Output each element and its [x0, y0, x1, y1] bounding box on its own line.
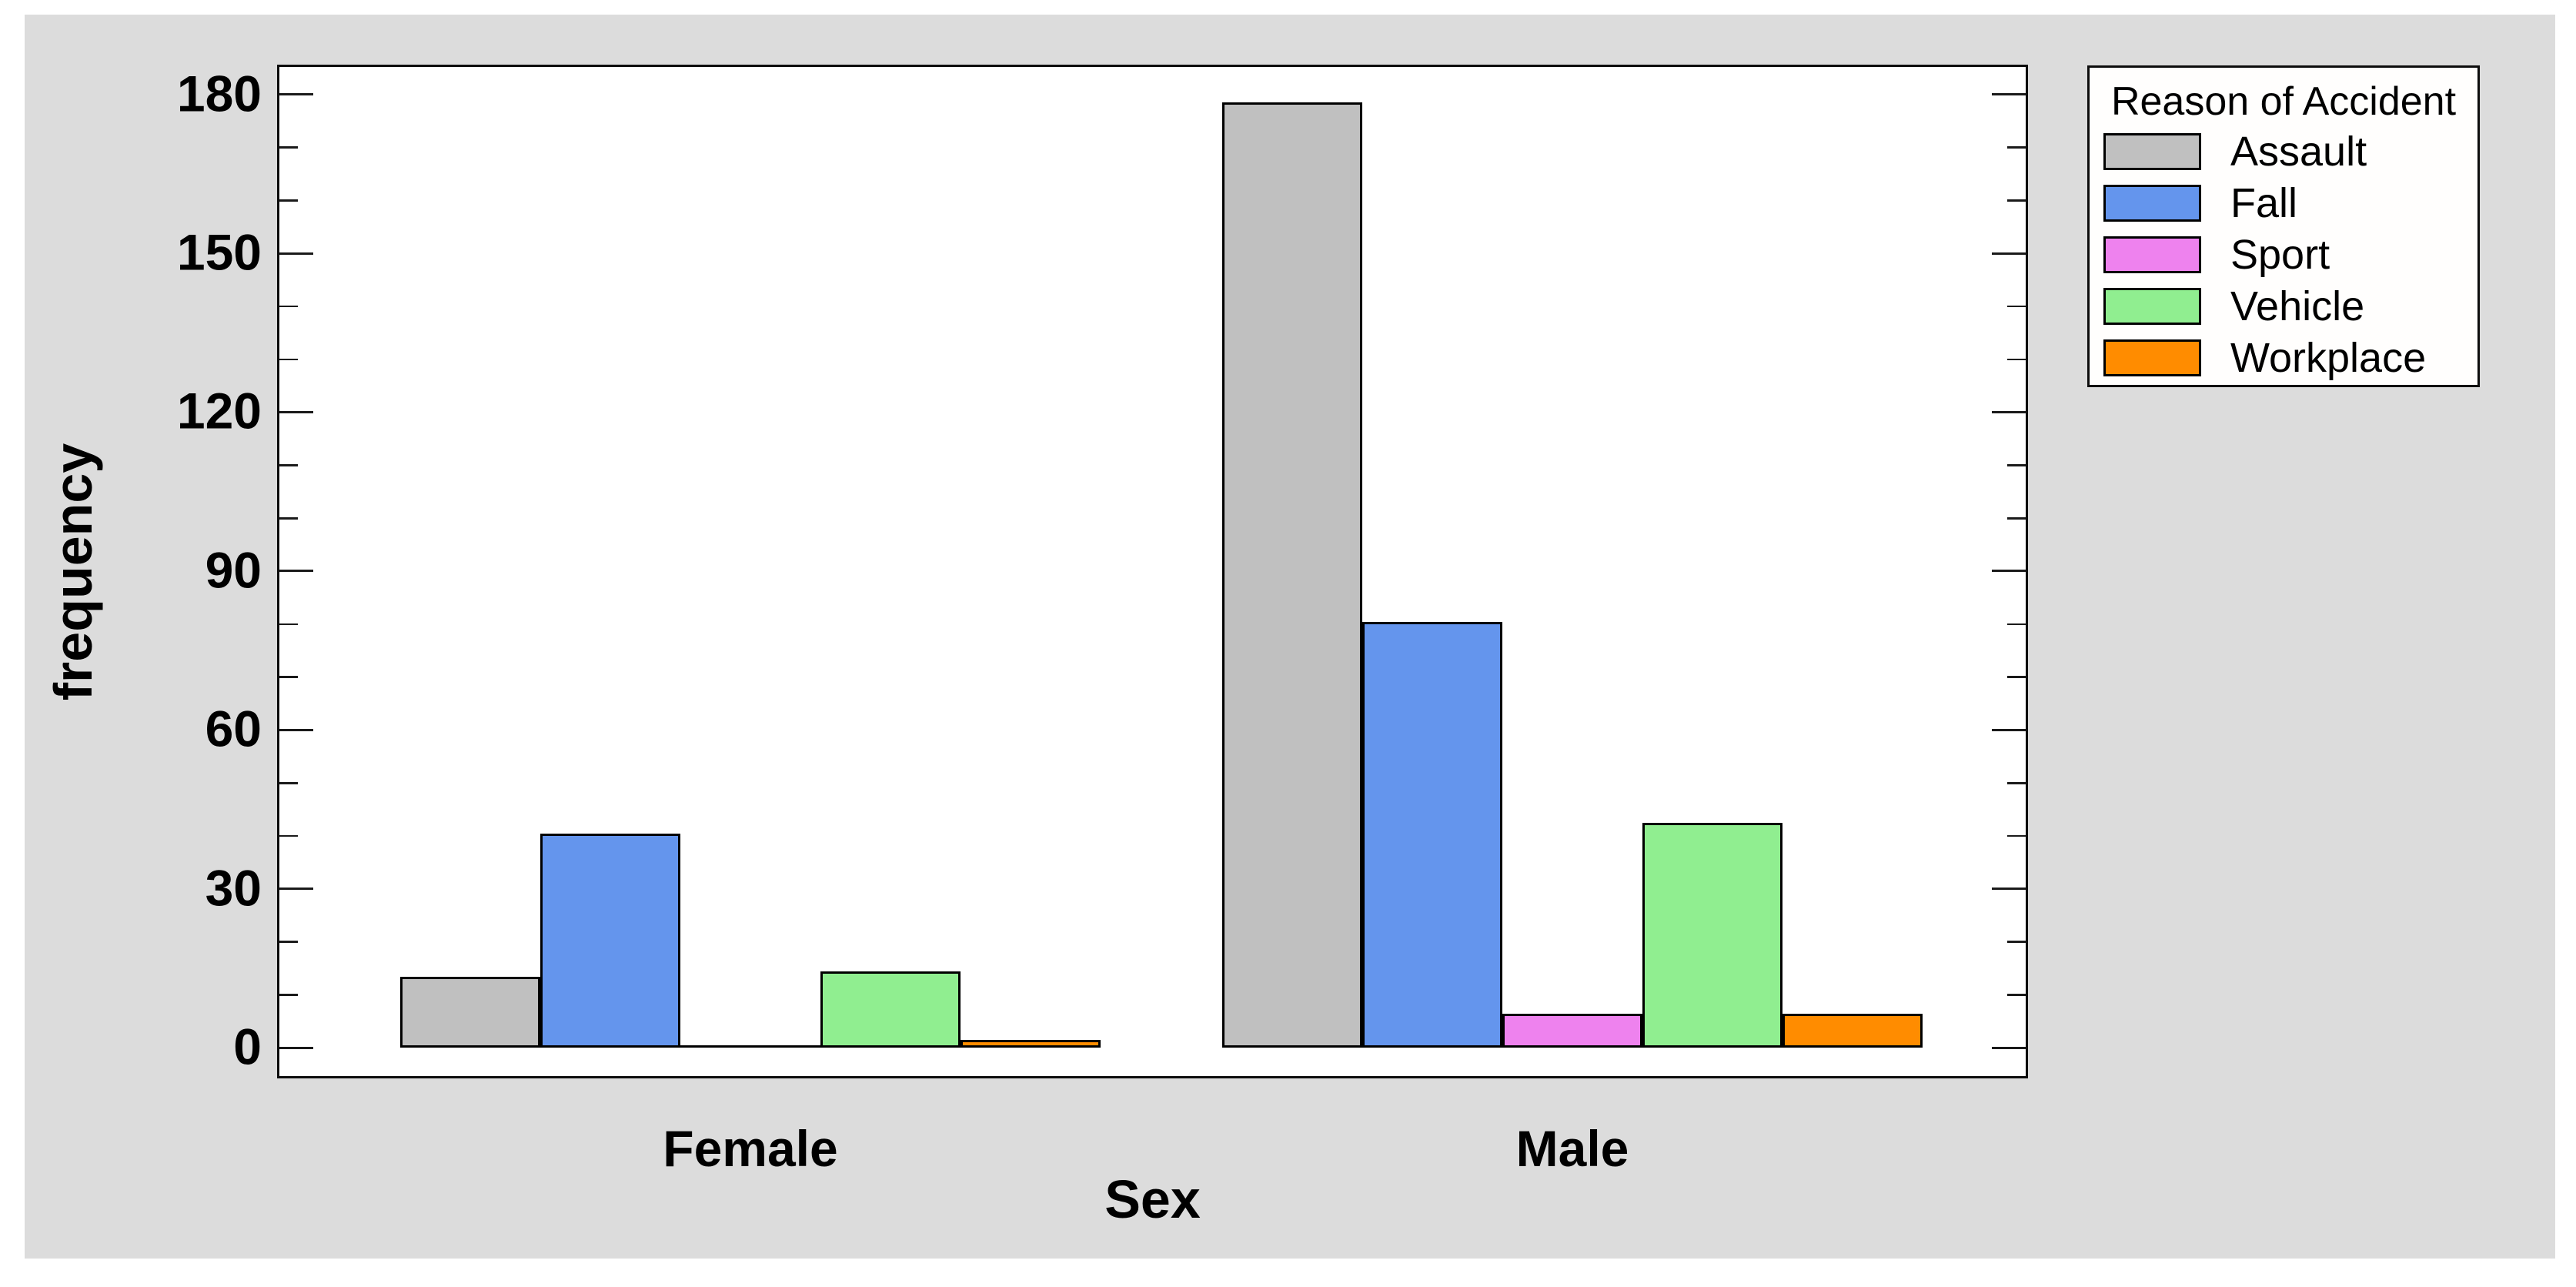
- y-tick-label: 150: [176, 223, 262, 281]
- y-major-tick-left: [279, 252, 313, 255]
- legend-swatch-vehicle-icon: [2103, 288, 2201, 325]
- y-major-tick-left: [279, 410, 313, 413]
- y-minor-tick-right: [2007, 623, 2026, 626]
- y-minor-tick-right: [2007, 146, 2026, 149]
- y-major-tick-left: [279, 93, 313, 96]
- legend-row-fall: Fall: [2090, 180, 2477, 226]
- y-tick-label: 90: [205, 541, 262, 599]
- legend-swatch-fall-icon: [2103, 185, 2201, 222]
- y-major-tick-right: [1992, 888, 2026, 891]
- y-minor-tick-left: [279, 676, 298, 678]
- legend-swatch-workplace-icon: [2103, 339, 2201, 376]
- plot-area: [277, 65, 2028, 1078]
- y-minor-tick-right: [2007, 517, 2026, 520]
- legend-label-vehicle: Vehicle: [2230, 282, 2365, 329]
- y-minor-tick-right: [2007, 464, 2026, 466]
- x-axis-title: Sex: [1104, 1169, 1201, 1229]
- y-minor-tick-left: [279, 941, 298, 943]
- y-major-tick-right: [1992, 728, 2026, 731]
- y-major-tick-right: [1992, 410, 2026, 413]
- bar-female-vehicle: [820, 971, 961, 1048]
- bar-male-assault: [1222, 102, 1362, 1048]
- y-tick-label: 30: [205, 859, 262, 917]
- y-axis-title: frequency: [43, 443, 103, 700]
- legend-swatch-assault-icon: [2103, 133, 2201, 170]
- y-tick-label: 60: [205, 700, 262, 757]
- y-major-tick-right: [1992, 570, 2026, 573]
- bar-female-workplace: [961, 1040, 1101, 1048]
- y-minor-tick-left: [279, 834, 298, 837]
- legend-label-fall: Fall: [2230, 179, 2298, 226]
- y-major-tick-left: [279, 1046, 313, 1049]
- legend-label-assault: Assault: [2230, 128, 2367, 175]
- category-label-male: Male: [1515, 1120, 1629, 1177]
- y-minor-tick-left: [279, 994, 298, 996]
- y-minor-tick-left: [279, 464, 298, 466]
- y-minor-tick-left: [279, 358, 298, 361]
- bar-female-sport: [680, 1045, 820, 1048]
- y-minor-tick-left: [279, 782, 298, 784]
- bar-male-vehicle: [1642, 823, 1782, 1048]
- y-major-tick-right: [1992, 1046, 2026, 1049]
- legend-title: Reason of Accident: [2110, 79, 2457, 124]
- bar-male-workplace: [1782, 1013, 1923, 1048]
- y-major-tick-left: [279, 888, 313, 891]
- y-minor-tick-right: [2007, 994, 2026, 996]
- legend-label-sport: Sport: [2230, 231, 2330, 278]
- y-minor-tick-left: [279, 305, 298, 308]
- legend-row-sport: Sport: [2090, 232, 2477, 278]
- y-minor-tick-right: [2007, 782, 2026, 784]
- y-minor-tick-left: [279, 623, 298, 626]
- y-minor-tick-left: [279, 199, 298, 202]
- y-minor-tick-right: [2007, 199, 2026, 202]
- legend-row-assault: Assault: [2090, 129, 2477, 175]
- y-tick-label: 0: [233, 1018, 262, 1075]
- bar-female-fall: [540, 833, 680, 1048]
- y-minor-tick-left: [279, 517, 298, 520]
- y-major-tick-left: [279, 570, 313, 573]
- category-label-female: Female: [663, 1120, 838, 1177]
- y-minor-tick-right: [2007, 305, 2026, 308]
- y-minor-tick-right: [2007, 676, 2026, 678]
- legend-row-workplace: Workplace: [2090, 335, 2477, 381]
- legend: Reason of Accident Assault Fall Sport Vehic…: [2087, 65, 2480, 387]
- y-major-tick-left: [279, 728, 313, 731]
- bar-male-sport: [1502, 1013, 1642, 1048]
- y-minor-tick-right: [2007, 834, 2026, 837]
- legend-row-vehicle: Vehicle: [2090, 283, 2477, 329]
- bar-female-assault: [400, 976, 540, 1048]
- y-major-tick-right: [1992, 93, 2026, 96]
- legend-swatch-sport-icon: [2103, 236, 2201, 273]
- y-tick-label: 120: [176, 382, 262, 440]
- y-minor-tick-left: [279, 146, 298, 149]
- y-minor-tick-right: [2007, 941, 2026, 943]
- legend-label-workplace: Workplace: [2230, 334, 2427, 381]
- bar-male-fall: [1362, 621, 1502, 1048]
- y-minor-tick-right: [2007, 358, 2026, 361]
- y-major-tick-right: [1992, 252, 2026, 255]
- y-tick-label: 180: [176, 65, 262, 122]
